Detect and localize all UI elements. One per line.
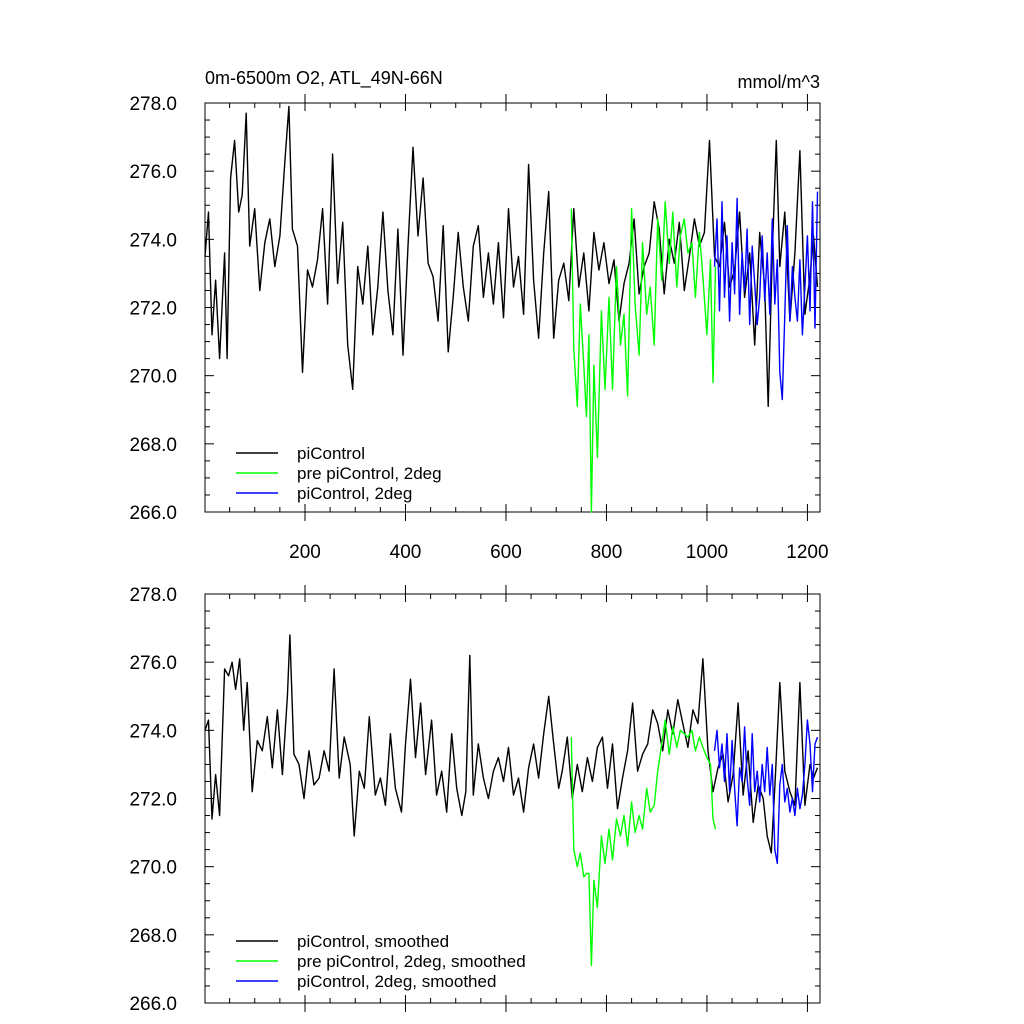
y-tick-label: 272.0	[129, 790, 177, 811]
top-panel: 266.0 268.0 270.0 272.0 274.0 276.0 278.0 200 40…	[129, 94, 829, 563]
legend-label: piControl, smoothed	[297, 932, 449, 951]
y-tick-label: 274.0	[129, 721, 177, 742]
x-tick-label: 400	[390, 542, 422, 563]
x-tick-label: 200	[289, 542, 321, 563]
x-tick-label: 1200	[786, 542, 828, 563]
y-tick-label: 268.0	[129, 435, 177, 456]
legend-label: pre piControl, 2deg	[297, 464, 442, 483]
x-tick-label: 800	[591, 542, 623, 563]
series-line-picontrol-smoothed	[204, 634, 819, 854]
y-tick-label: 270.0	[129, 367, 177, 388]
y-tick-label: 276.0	[129, 162, 177, 183]
legend-label: piControl, 2deg, smoothed	[297, 972, 496, 991]
y-tick-label: 274.0	[129, 230, 177, 251]
y-tick-label: 272.0	[129, 299, 177, 320]
series-line-pre-picontrol-2deg	[570, 201, 717, 513]
y-tick-label: 276.0	[129, 653, 177, 674]
units-label: mmol/m^3	[738, 72, 820, 92]
y-tick-label: 268.0	[129, 926, 177, 947]
x-tick-label: 600	[490, 542, 522, 563]
y-tick-label: 266.0	[129, 994, 177, 1015]
legend-label: pre piControl, 2deg, smoothed	[297, 952, 526, 971]
y-tick-label: 270.0	[129, 858, 177, 879]
legend-label: piControl	[297, 444, 365, 463]
series-line-pre-picontrol-2deg-smoothed	[570, 719, 717, 967]
chart-title: 0m-6500m O2, ATL_49N-66N	[205, 68, 443, 89]
series-line-picontrol-2deg	[713, 191, 819, 401]
y-tick-label: 278.0	[129, 585, 177, 606]
y-tick-label: 266.0	[129, 503, 177, 524]
series-line-picontrol-2deg-smoothed	[713, 719, 819, 864]
legend-label: piControl, 2deg	[297, 484, 412, 503]
bottom-panel: 266.0 268.0 270.0 272.0 274.0 276.0 278.0 piCon…	[129, 585, 821, 1015]
x-tick-label: 1000	[686, 542, 728, 563]
y-tick-label: 278.0	[129, 94, 177, 115]
